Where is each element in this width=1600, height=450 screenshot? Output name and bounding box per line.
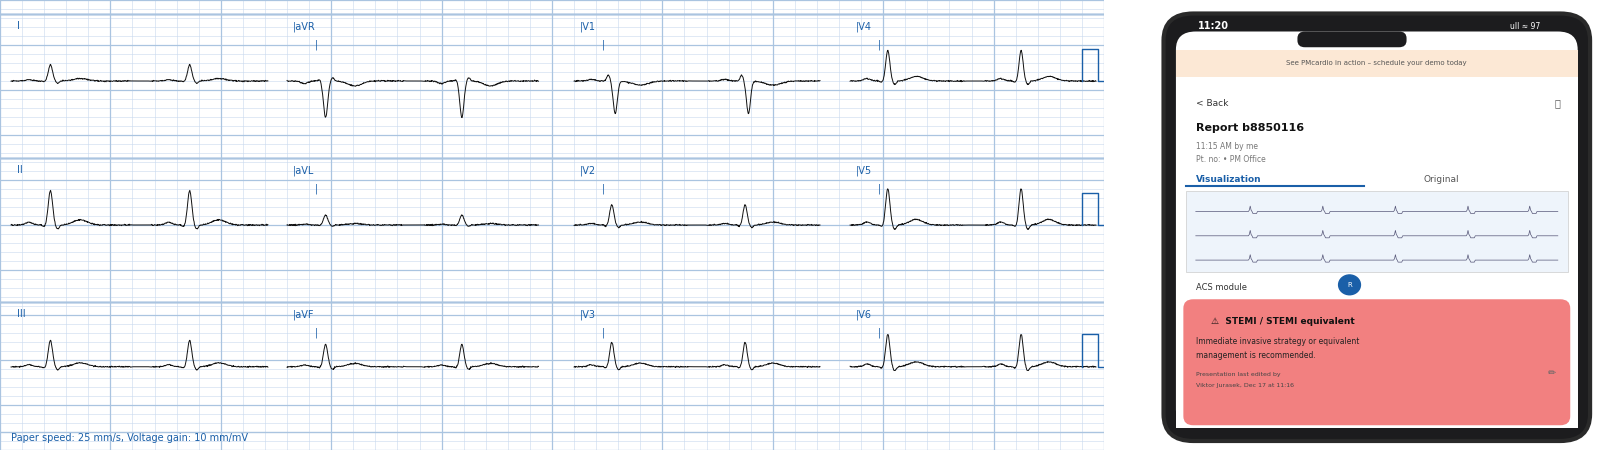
- Text: See PMcardio in action – schedule your demo today: See PMcardio in action – schedule your d…: [1286, 60, 1467, 66]
- Text: Visualization: Visualization: [1195, 175, 1261, 184]
- Text: |: |: [878, 183, 882, 194]
- Text: R: R: [1347, 282, 1352, 288]
- Text: |: |: [315, 327, 318, 338]
- Bar: [1176, 50, 1578, 76]
- Text: Immediate invasive strategy or equivalent: Immediate invasive strategy or equivalen…: [1195, 337, 1358, 346]
- Bar: [1186, 191, 1568, 272]
- Text: |: |: [602, 183, 605, 194]
- Text: |: |: [602, 327, 605, 338]
- Text: I: I: [16, 21, 19, 31]
- Text: management is recommended.: management is recommended.: [1195, 351, 1315, 360]
- Text: Pt. no: • PM Office: Pt. no: • PM Office: [1195, 155, 1266, 164]
- Text: Original: Original: [1424, 175, 1459, 184]
- Text: |aVF: |aVF: [293, 309, 314, 320]
- Text: |V5: |V5: [856, 165, 872, 176]
- Text: |: |: [878, 39, 882, 50]
- Text: III: III: [16, 309, 26, 319]
- Text: 11:20: 11:20: [1198, 21, 1229, 31]
- FancyBboxPatch shape: [1184, 299, 1570, 425]
- Text: Viktor Jurasek, Dec 17 at 11:16: Viktor Jurasek, Dec 17 at 11:16: [1195, 383, 1294, 388]
- Text: < Back: < Back: [1195, 99, 1229, 108]
- Text: |: |: [878, 327, 882, 338]
- Text: ⚠  STEMI / STEMI equivalent: ⚠ STEMI / STEMI equivalent: [1211, 317, 1354, 326]
- Text: ⓘ: ⓘ: [1555, 98, 1560, 108]
- Text: ✏: ✏: [1547, 368, 1557, 378]
- Text: |V6: |V6: [856, 309, 872, 320]
- FancyBboxPatch shape: [1163, 14, 1590, 441]
- Text: II: II: [16, 165, 22, 175]
- FancyBboxPatch shape: [1176, 32, 1578, 427]
- Text: |aVR: |aVR: [293, 21, 315, 32]
- Text: |V4: |V4: [856, 21, 872, 32]
- Text: Paper speed: 25 mm/s, Voltage gain: 10 mm/mV: Paper speed: 25 mm/s, Voltage gain: 10 m…: [11, 433, 248, 443]
- Text: 11:15 AM by me: 11:15 AM by me: [1195, 141, 1258, 150]
- Text: Presentation last edited by: Presentation last edited by: [1195, 372, 1280, 377]
- Text: |aVL: |aVL: [293, 165, 314, 176]
- Text: |: |: [315, 183, 318, 194]
- Text: |V3: |V3: [579, 309, 595, 320]
- Text: |V1: |V1: [579, 21, 595, 32]
- FancyBboxPatch shape: [1298, 32, 1406, 47]
- Text: Report b8850116: Report b8850116: [1195, 122, 1304, 132]
- Text: |: |: [602, 39, 605, 50]
- Circle shape: [1339, 275, 1360, 295]
- Text: ACS module: ACS module: [1195, 283, 1246, 292]
- Text: |V2: |V2: [579, 165, 595, 176]
- Text: |: |: [315, 39, 318, 50]
- Bar: [1176, 76, 1578, 427]
- Text: ull ≈ 97: ull ≈ 97: [1510, 22, 1541, 31]
